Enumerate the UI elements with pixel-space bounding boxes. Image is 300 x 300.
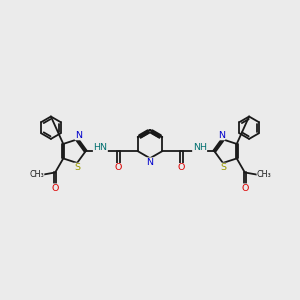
Text: N: N <box>146 158 154 167</box>
Text: CH₃: CH₃ <box>29 170 44 179</box>
Text: O: O <box>178 164 185 172</box>
Text: O: O <box>115 164 122 172</box>
Text: N: N <box>218 131 225 140</box>
Text: O: O <box>241 184 248 193</box>
Text: S: S <box>220 163 226 172</box>
Text: N: N <box>75 131 82 140</box>
Text: O: O <box>52 184 59 193</box>
Text: CH₃: CH₃ <box>257 170 272 179</box>
Text: HN: HN <box>93 143 107 152</box>
Text: NH: NH <box>193 143 207 152</box>
Text: S: S <box>74 163 80 172</box>
